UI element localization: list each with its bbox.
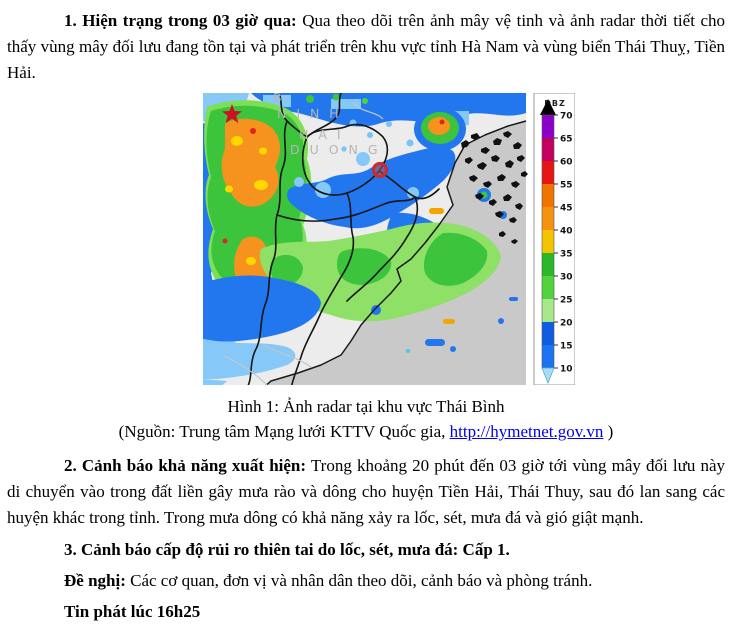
- colorbar-panel: DBZ 70 65 60 55 45 40 35 30 25 20 15 10: [533, 92, 576, 386]
- province-borders: [246, 92, 440, 389]
- svg-text:45: 45: [560, 204, 573, 214]
- station-star-icon: [222, 104, 242, 124]
- colorbar-segments: [542, 115, 554, 369]
- svg-text:55: 55: [560, 181, 573, 191]
- source-suffix: ): [603, 422, 614, 441]
- coastline: [262, 120, 527, 389]
- rain-cells: [203, 93, 526, 388]
- map-label: H A I: [299, 127, 344, 142]
- colorbar-top-arrow: [540, 99, 556, 115]
- svg-text:30: 30: [560, 273, 573, 283]
- islands: [461, 131, 528, 244]
- map-label: D U O N G: [290, 142, 381, 157]
- source-prefix: (Nguồn: Trung tâm Mạng lưới KTTV Quốc gi…: [118, 422, 450, 441]
- map-label: N I N H: [277, 106, 342, 121]
- colorbar-tick-labels: 70 65 60 55 45 40 35 30 25 20 15 10: [554, 112, 573, 375]
- location-marker-icon: [371, 161, 389, 179]
- section-3-paragraph: 3. Cảnh báo cấp độ rủi ro thiên tai do l…: [64, 540, 510, 559]
- svg-text:60: 60: [560, 158, 573, 168]
- recommendation-heading: Đề nghị:: [64, 571, 126, 590]
- figure-source: (Nguồn: Trung tâm Mạng lưới KTTV Quốc gi…: [0, 419, 732, 444]
- section-2-heading: 2. Cảnh báo khả năng xuất hiện:: [64, 456, 307, 475]
- recommendation-text: Các cơ quan, đơn vị và nhân dân theo dõi…: [125, 571, 593, 590]
- sea-area: [263, 121, 526, 388]
- svg-text:70: 70: [560, 112, 573, 122]
- section-1-heading: 1. Hiện trạng trong 03 giờ qua:: [64, 11, 297, 30]
- svg-text:10: 10: [560, 365, 573, 375]
- svg-text:35: 35: [560, 250, 573, 260]
- radar-image: B N I N H H A I D U O N G DBZ 70 65 60 55 45…: [203, 90, 576, 389]
- svg-text:65: 65: [560, 135, 573, 145]
- map-label: B: [273, 93, 285, 105]
- colorbar-bottom-arrow: [541, 367, 555, 385]
- roads: [222, 102, 384, 386]
- radar-map: B N I N H H A I D U O N G: [203, 90, 528, 389]
- svg-text:40: 40: [560, 227, 573, 237]
- section-2-text: Trong khoảng 20 phút đến 03 giờ tới vùng…: [7, 456, 726, 527]
- svg-text:20: 20: [560, 319, 573, 329]
- section-2-paragraph: 2. Cảnh báo khả năng xuất hiện: Trong kh…: [0, 453, 732, 531]
- section-1-paragraph: 1. Hiện trạng trong 03 giờ qua: Qua theo…: [0, 8, 732, 86]
- radar-figure: B N I N H H A I D U O N G DBZ 70 65 60 55 45…: [203, 90, 576, 389]
- figure-caption: Hình 1: Ảnh radar tại khu vực Thái Bình: [227, 397, 505, 416]
- recommendation-paragraph: Đề nghị: Các cơ quan, đơn vị và nhân dân…: [0, 568, 732, 594]
- source-link[interactable]: http://hymetnet.gov.vn: [449, 422, 604, 441]
- issue-time: Tin phát lúc 16h25: [64, 602, 201, 621]
- section-1-text: Qua theo dõi trên ảnh mây vệ tinh và ảnh…: [7, 11, 726, 82]
- svg-text:15: 15: [560, 342, 573, 352]
- svg-text:25: 25: [560, 296, 573, 306]
- map-place-labels: B N I N H H A I D U O N G: [273, 90, 381, 157]
- colorbar-unit-label: DBZ: [544, 99, 566, 108]
